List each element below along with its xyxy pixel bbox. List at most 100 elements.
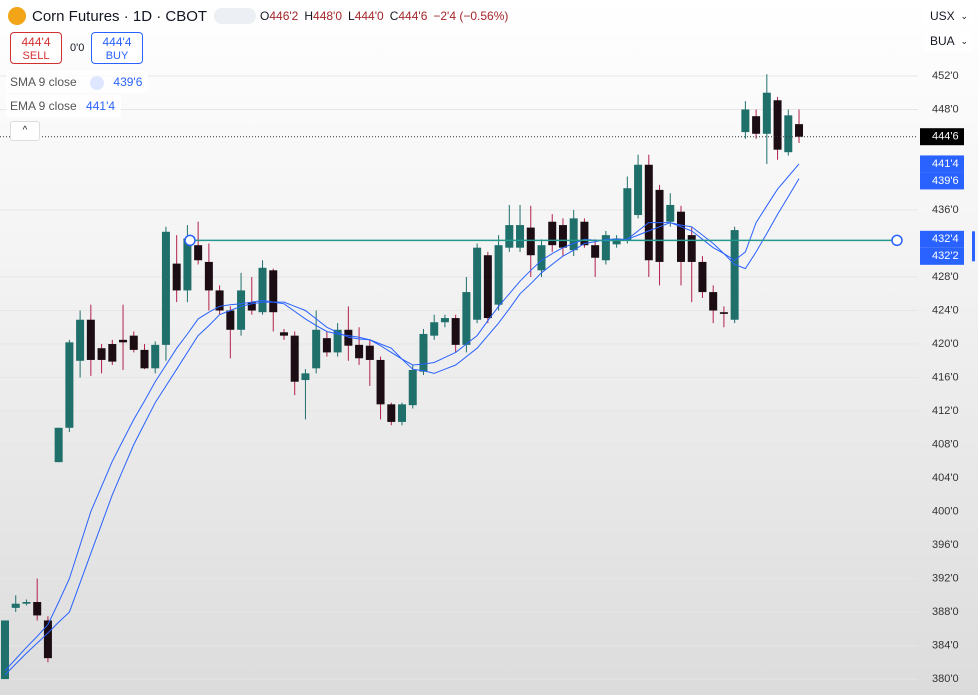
ohlc-key: O — [260, 9, 270, 23]
candle-body — [108, 344, 117, 362]
spread: 0'0 — [70, 42, 85, 54]
candle-body — [591, 245, 600, 258]
candle-body — [33, 602, 42, 616]
candle-body — [204, 261, 213, 291]
price-label: 432'2 — [932, 250, 959, 262]
y-tick-label: 420'0 — [932, 338, 959, 350]
candle-body — [258, 267, 267, 313]
candle-body — [11, 603, 20, 608]
sma-legend[interactable]: SMA 9 close 439'6 — [6, 71, 149, 93]
buy-button[interactable]: 444'4 BUY — [91, 32, 143, 64]
ohlc-key: C — [389, 9, 399, 23]
price-label: 441'4 — [932, 158, 959, 170]
unit-select[interactable]: BUA ⌄ — [924, 31, 972, 51]
candle-body — [355, 344, 364, 359]
candle-body — [623, 188, 632, 241]
candle-body — [398, 404, 407, 422]
candle-body — [558, 225, 567, 248]
candle-body — [365, 345, 374, 360]
candle-body — [76, 319, 85, 361]
candle-body — [333, 329, 342, 353]
candle-body — [408, 369, 417, 406]
y-tick-label: 400'0 — [932, 505, 959, 517]
ohlc-legend: O446'2 H448'0 L444'0 C444'6 −2'4 (−0.56%) — [260, 9, 508, 23]
candle-body — [279, 332, 288, 336]
y-tick-label: 388'0 — [932, 606, 959, 618]
candle-body — [129, 335, 138, 350]
candle-body — [655, 189, 664, 262]
ohlc-key: L — [348, 9, 355, 23]
candle-body — [172, 263, 181, 291]
ema-legend[interactable]: EMA 9 close 441'4 — [6, 95, 122, 117]
price-label: 444'6 — [932, 131, 959, 143]
axis-marker — [972, 231, 975, 262]
price-label-box — [920, 230, 964, 248]
collapse-button[interactable]: ^ — [10, 121, 40, 141]
ohlc-value: 448'0 — [313, 9, 343, 23]
ohlc-change: −2'4 (−0.56%) — [433, 9, 509, 23]
candle-body — [752, 116, 761, 134]
candle-body — [537, 245, 546, 271]
chevron: ⌄ — [960, 11, 968, 21]
candle-body — [194, 245, 203, 261]
candle-body — [676, 211, 685, 262]
candle-body — [97, 348, 106, 360]
candle-body — [312, 329, 321, 369]
sma-name: SMA 9 close — [10, 75, 77, 89]
y-tick-label: 452'0 — [932, 70, 959, 82]
sell-label: SELL — [22, 50, 50, 62]
candle-body — [269, 270, 278, 313]
currency-select[interactable]: USX ⌄ — [924, 6, 972, 26]
candle-body — [730, 230, 739, 320]
ema-name: EMA 9 close — [10, 99, 77, 113]
y-tick-label: 396'0 — [932, 539, 959, 551]
candle-body — [247, 302, 256, 311]
candle-body — [430, 322, 439, 336]
y-tick-label: 436'0 — [932, 204, 959, 216]
candle-body — [440, 318, 449, 323]
y-tick-label: 448'0 — [932, 103, 959, 115]
ohlc-key: H — [304, 9, 314, 23]
candle-body — [86, 319, 95, 360]
ema-value: 441'4 — [86, 99, 116, 113]
candle-body — [483, 255, 492, 319]
candle-body — [687, 235, 696, 262]
candle-body — [580, 221, 589, 246]
unit: BUA — [930, 34, 955, 48]
symbol-icon — [8, 7, 26, 25]
candle-body — [634, 164, 643, 216]
candle-body — [376, 359, 385, 405]
y-tick-label: 384'0 — [932, 639, 959, 651]
candle-body — [22, 602, 31, 604]
candle-body — [516, 225, 525, 248]
sell-button[interactable]: 444'4 SELL — [10, 32, 62, 64]
ohlc-value: 446'2 — [269, 9, 299, 23]
candle-body — [462, 292, 471, 345]
candle-body — [741, 109, 750, 133]
candle-body — [569, 218, 578, 251]
candle-body — [784, 115, 793, 153]
candle-body — [215, 290, 224, 311]
candle-body — [322, 338, 331, 353]
y-tick-label: 428'0 — [932, 271, 959, 283]
candle-body — [183, 238, 192, 291]
price-label: 432'4 — [932, 233, 959, 245]
candle-body — [226, 310, 235, 330]
candle-body — [473, 247, 482, 320]
candle-body — [1, 620, 9, 680]
price-label-box — [920, 155, 964, 173]
candle-body — [773, 100, 782, 150]
candle-body — [601, 235, 610, 261]
chevron: ⌄ — [960, 36, 968, 46]
symbol-title[interactable]: Corn Futures · 1D · CBOT — [32, 8, 208, 25]
trend-handle — [891, 234, 903, 247]
y-tick-label: 392'0 — [932, 572, 959, 584]
candle-body — [762, 92, 771, 134]
candle-body — [151, 344, 160, 369]
sma-value: 439'6 — [113, 75, 143, 89]
price-label-box — [920, 128, 964, 146]
candle-body — [666, 204, 675, 222]
status-pill[interactable] — [214, 8, 256, 24]
candle-body — [161, 231, 170, 345]
